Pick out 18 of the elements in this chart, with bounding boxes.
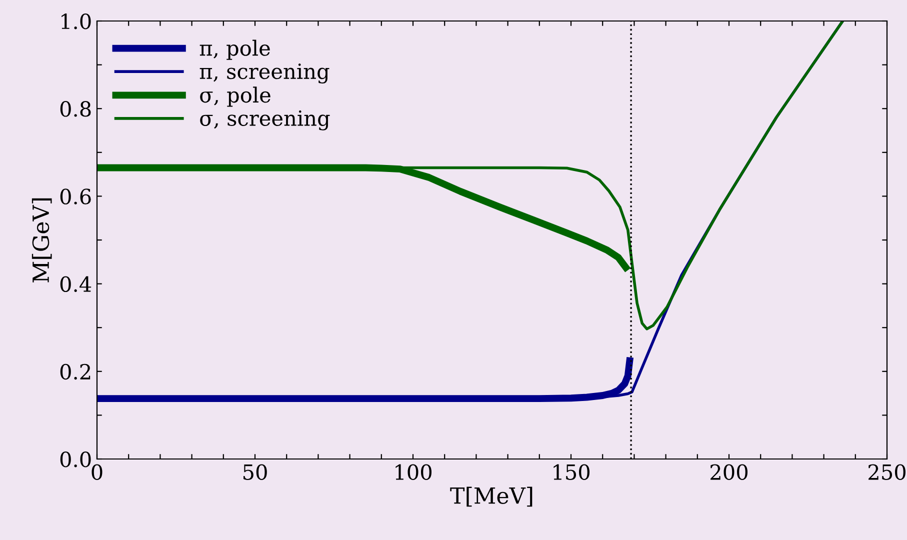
x-tick-label: 0 xyxy=(92,464,102,480)
x-axis-title: T[MeV] xyxy=(450,486,532,507)
legend-label: σ, screening xyxy=(200,110,330,130)
legend-label: σ, pole xyxy=(200,86,270,107)
legend-label: π, screening xyxy=(200,64,330,84)
x-tick-label: 250 xyxy=(868,464,906,480)
y-tick-label: 1.0 xyxy=(62,13,91,30)
x-tick-label: 200 xyxy=(710,464,748,480)
legend-label: π, pole xyxy=(200,40,270,60)
x-tick-label: 50 xyxy=(244,464,267,480)
x-tick-label: 150 xyxy=(554,464,590,480)
y-tick-label: 0.4 xyxy=(60,276,92,292)
y-axis-title: M[GeV] xyxy=(32,198,52,282)
y-tick-label: 0.0 xyxy=(60,451,91,468)
y-tick-label: 0.6 xyxy=(60,188,91,204)
x-tick-label: 100 xyxy=(396,464,432,480)
y-tick-label: 0.2 xyxy=(60,364,90,380)
y-tick-label: 0.8 xyxy=(60,101,91,117)
